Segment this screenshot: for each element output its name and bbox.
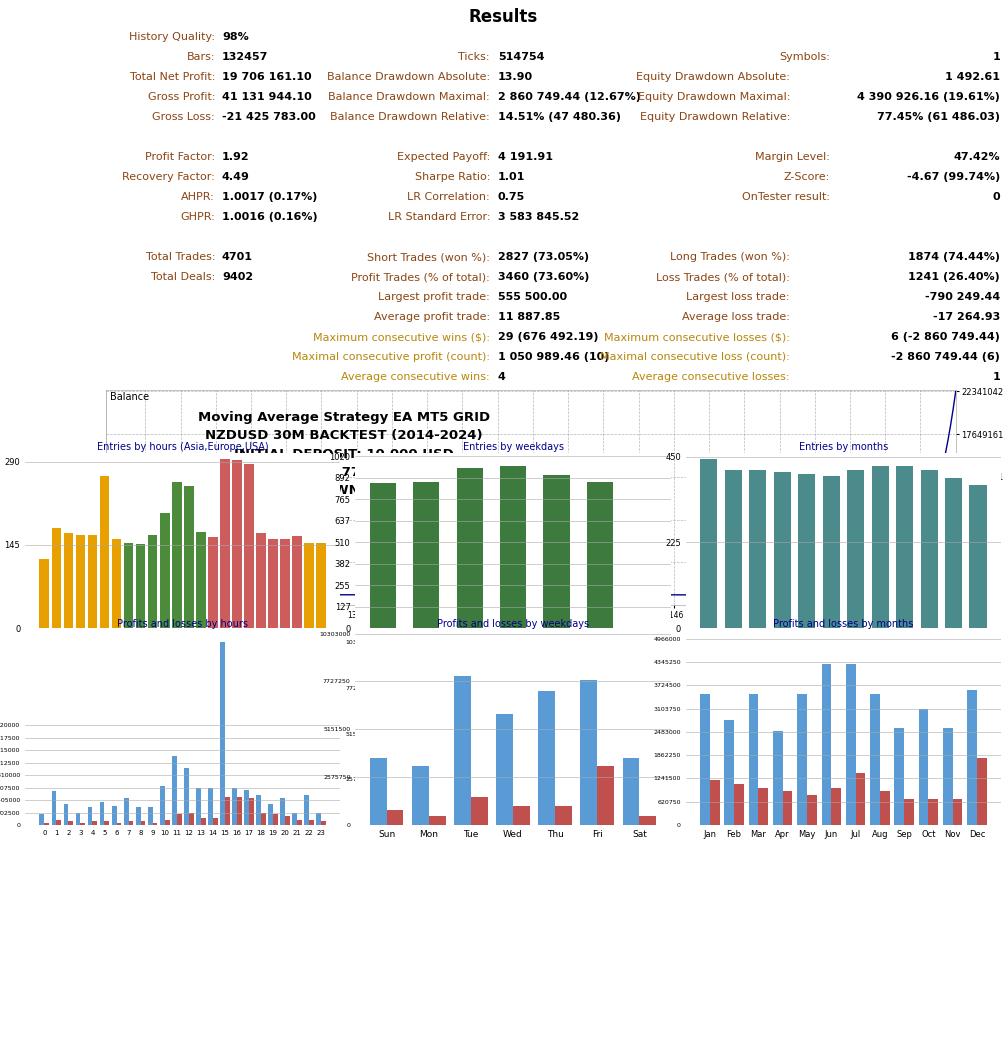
Bar	[700, 459, 717, 628]
Bar	[823, 475, 840, 628]
Bar	[56, 820, 61, 825]
Bar	[598, 765, 615, 825]
Bar	[281, 539, 290, 628]
Text: Recovery Factor:: Recovery Factor:	[123, 172, 215, 182]
Bar	[244, 465, 254, 628]
Text: Balance Drawdown Absolute:: Balance Drawdown Absolute:	[327, 72, 490, 82]
Bar	[208, 787, 213, 825]
Text: 1: 1	[992, 52, 1000, 62]
Bar	[297, 820, 302, 825]
Bar	[797, 694, 807, 825]
Bar	[710, 780, 719, 825]
Bar	[257, 795, 261, 825]
Text: Total Trades:: Total Trades:	[146, 252, 215, 262]
Bar	[220, 459, 229, 628]
Bar	[141, 822, 146, 825]
Bar	[148, 807, 153, 825]
Text: 19 706 161.10: 19 706 161.10	[222, 72, 312, 82]
Bar	[953, 799, 963, 825]
Bar	[293, 536, 302, 628]
Bar	[317, 812, 321, 825]
Text: -17 264.93: -17 264.93	[933, 312, 1000, 322]
Bar	[386, 810, 403, 825]
Text: -4.67 (99.74%): -4.67 (99.74%)	[906, 172, 1000, 182]
Bar	[748, 694, 759, 825]
Bar	[93, 822, 98, 825]
Text: 1241 (26.40%): 1241 (26.40%)	[908, 272, 1000, 282]
Bar	[580, 681, 598, 825]
Bar	[248, 799, 254, 825]
Bar	[129, 822, 134, 825]
Text: Profit Factor:: Profit Factor:	[145, 152, 215, 162]
Text: Gross Loss:: Gross Loss:	[152, 112, 215, 122]
Bar	[896, 466, 913, 628]
Bar	[870, 694, 880, 825]
Text: Average profit trade:: Average profit trade:	[374, 312, 490, 322]
Bar	[543, 475, 569, 628]
Text: 29 (676 492.19): 29 (676 492.19)	[498, 332, 599, 342]
Text: -21 425 783.00: -21 425 783.00	[222, 112, 316, 122]
Text: 0: 0	[992, 192, 1000, 202]
Bar	[513, 806, 530, 825]
Bar	[273, 815, 278, 825]
Title: Entries by months: Entries by months	[799, 442, 888, 452]
Bar	[148, 535, 158, 628]
Bar	[759, 787, 769, 825]
Bar	[160, 786, 165, 825]
Bar	[943, 728, 953, 825]
Bar	[165, 820, 170, 825]
Bar	[75, 812, 80, 825]
Text: 77.45% (61 486.03): 77.45% (61 486.03)	[877, 112, 1000, 122]
Bar	[555, 806, 572, 825]
Text: GHPR:: GHPR:	[180, 211, 215, 222]
Bar	[496, 714, 513, 825]
Bar	[225, 797, 229, 825]
Text: -790 249.44: -790 249.44	[925, 292, 1000, 302]
Bar	[724, 470, 741, 628]
Bar	[977, 757, 987, 825]
Bar	[261, 812, 266, 825]
Text: Maximal consecutive profit (count):: Maximal consecutive profit (count):	[292, 352, 490, 362]
Text: Balance Drawdown Maximal:: Balance Drawdown Maximal:	[328, 92, 490, 102]
Bar	[269, 539, 278, 628]
Bar	[970, 486, 987, 628]
Bar	[734, 784, 743, 825]
Bar	[822, 664, 831, 825]
Text: LR Correlation:: LR Correlation:	[407, 192, 490, 202]
Bar	[136, 807, 141, 825]
Bar	[75, 535, 86, 628]
Bar	[321, 822, 326, 825]
Bar	[370, 758, 386, 825]
Bar	[831, 787, 841, 825]
Text: 1 492.61: 1 492.61	[945, 72, 1000, 82]
Text: 132457: 132457	[222, 52, 269, 62]
Bar	[112, 805, 117, 825]
Bar	[945, 477, 962, 628]
Text: 1.0017 (0.17%): 1.0017 (0.17%)	[222, 192, 317, 202]
Text: 4.49: 4.49	[222, 172, 249, 182]
Bar	[285, 816, 290, 825]
Bar	[244, 789, 248, 825]
Text: 13.90: 13.90	[498, 72, 533, 82]
Text: 1: 1	[992, 372, 1000, 382]
Text: Equity Drawdown Maximal:: Equity Drawdown Maximal:	[638, 92, 790, 102]
Bar	[196, 787, 201, 825]
Bar	[51, 528, 61, 628]
Bar	[189, 812, 193, 825]
Title: Profits and losses by months: Profits and losses by months	[774, 619, 913, 629]
Text: 2 860 749.44 (12.67%): 2 860 749.44 (12.67%)	[498, 92, 641, 102]
Bar	[317, 543, 326, 628]
Bar	[213, 818, 217, 825]
Bar	[124, 799, 129, 825]
Bar	[201, 818, 205, 825]
Bar	[920, 470, 938, 628]
Text: 2827 (73.05%): 2827 (73.05%)	[498, 252, 590, 262]
Bar	[538, 691, 555, 825]
Bar	[100, 802, 105, 825]
Bar	[51, 792, 56, 825]
Bar	[847, 470, 864, 628]
Bar	[184, 768, 189, 825]
Text: AHPR:: AHPR:	[181, 192, 215, 202]
Text: Moving Average Strategy EA MT5 GRID
NZDUSD 30M BACKTEST (2014-2024)
INITIAL DEPO: Moving Average Strategy EA MT5 GRID NZDU…	[197, 411, 490, 496]
Bar	[117, 823, 122, 825]
